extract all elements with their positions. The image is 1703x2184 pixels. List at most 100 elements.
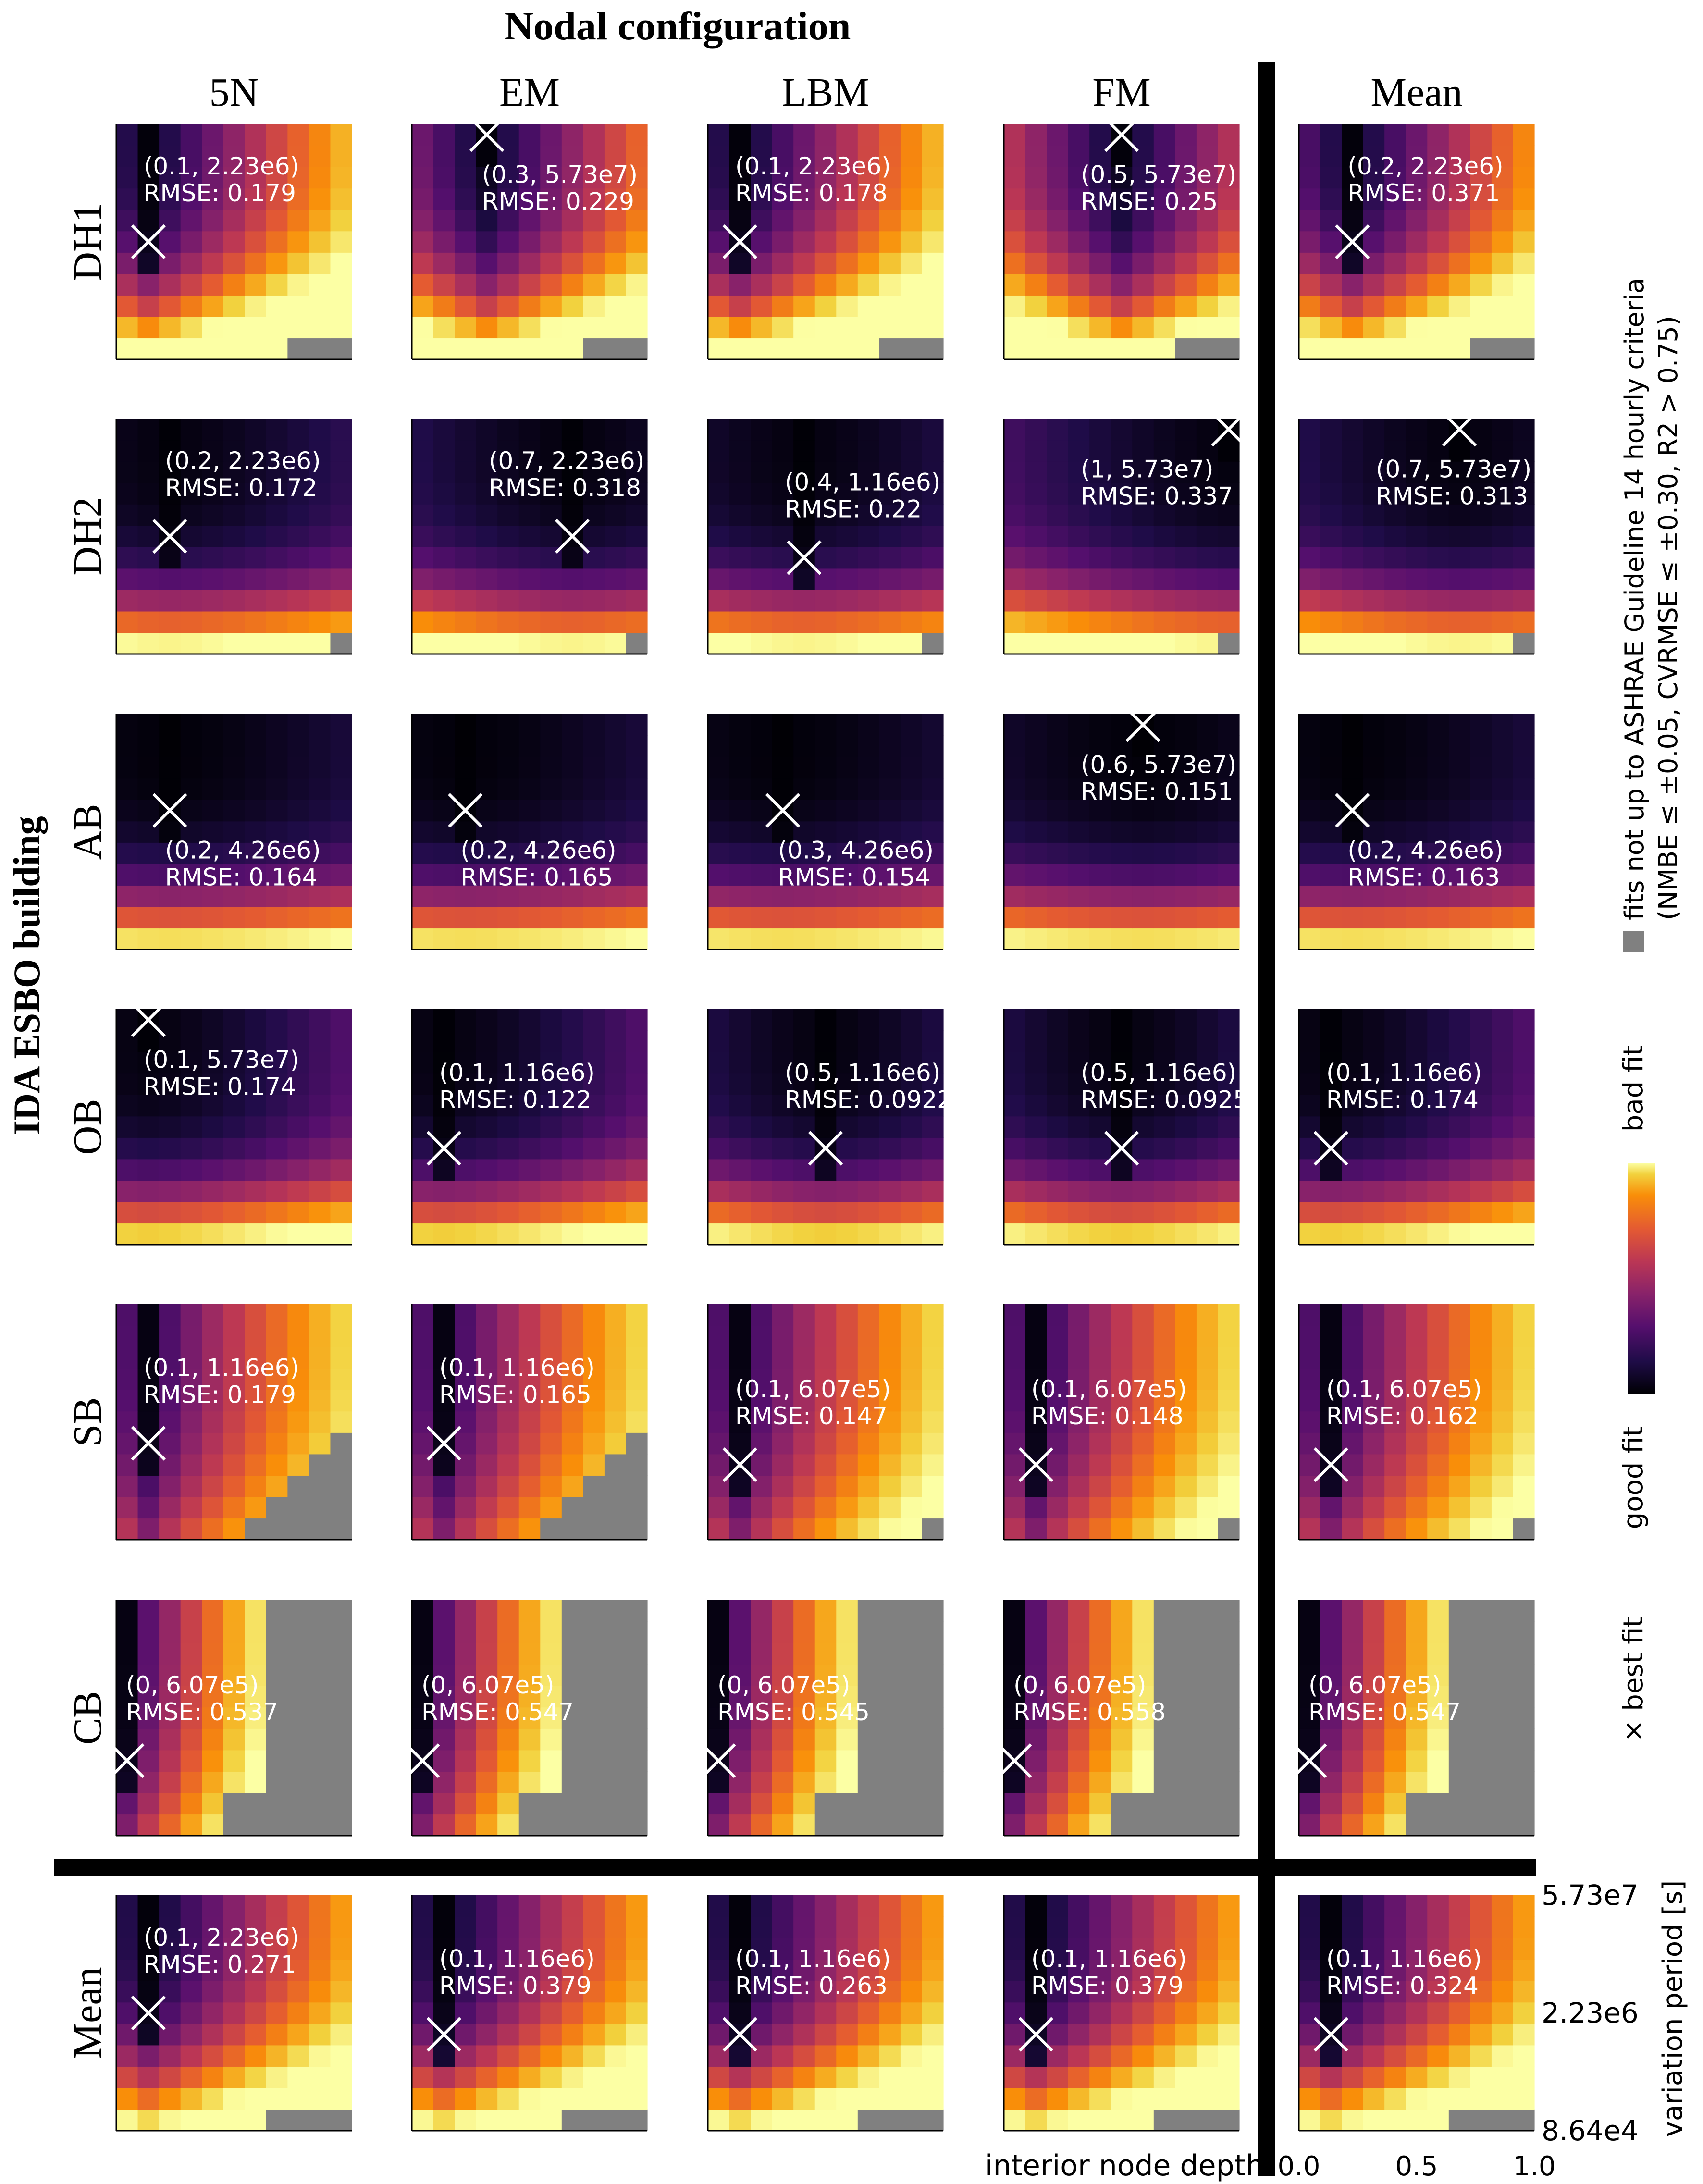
heatmap-cell (814, 2045, 837, 2067)
heatmap-cell (330, 1223, 352, 1245)
heatmap-cell (476, 1411, 498, 1433)
heatmap-cell (1153, 273, 1175, 296)
heatmap-cell (604, 1916, 627, 1938)
heatmap-cell (1448, 1073, 1470, 1095)
heatmap-cell (900, 714, 923, 736)
heatmap-cell (137, 316, 160, 339)
heatmap-cell (1491, 1454, 1514, 1476)
heatmap-cell (1384, 419, 1407, 441)
heatmap-cell (1513, 2045, 1535, 2067)
heatmap-cell (814, 2002, 837, 2024)
heatmap-cell (1299, 252, 1321, 274)
heatmap-cell (266, 1325, 288, 1347)
heatmap-cell (1299, 2087, 1321, 2110)
heatmap-cell (879, 1095, 901, 1117)
heatmap-cell (814, 2087, 837, 2110)
heatmap-cell (497, 252, 519, 274)
heatmap-cell (1068, 1938, 1090, 1960)
heatmap-cell (604, 778, 627, 800)
heatmap-cell (1470, 1916, 1492, 1938)
rmse-label: RMSE: 0.179 (144, 1381, 296, 1409)
heatmap-cell (1218, 1095, 1240, 1117)
heatmap-cell (180, 1116, 202, 1138)
heatmap-cell (900, 1180, 923, 1202)
heatmap-cell (455, 906, 477, 929)
heatmap-cell (1427, 1643, 1449, 1665)
heatmap-cell (1068, 210, 1090, 232)
heatmap-cell (1406, 1095, 1428, 1117)
rmse-label: RMSE: 0.147 (735, 1402, 888, 1430)
heatmap-cell (583, 864, 605, 886)
heatmap-cell (772, 504, 794, 526)
heatmap-cell (1513, 419, 1535, 441)
heatmap-cell (266, 2045, 288, 2067)
heatmap-cell (223, 1916, 245, 1938)
heatmap-cell (1384, 1728, 1407, 1751)
heatmap-cell (1470, 1159, 1492, 1181)
heatmap-cell (433, 440, 455, 462)
heatmap-cell (626, 440, 648, 462)
heatmap-cell (751, 906, 773, 929)
heatmap-cell (540, 525, 562, 547)
heatmap-cell (180, 1454, 202, 1476)
heatmap-cell (1153, 800, 1175, 822)
heatmap-cell (245, 2066, 267, 2088)
heatmap-cell (814, 188, 837, 210)
heatmap-cell (922, 2045, 944, 2067)
heatmap-cell (900, 1938, 923, 1960)
heatmap-cell (180, 1496, 202, 1519)
heatmap-cell (1363, 632, 1385, 654)
heatmap-cell (1448, 338, 1470, 360)
heatmap-cell (412, 1180, 434, 1202)
heatmap-cell (223, 2002, 245, 2024)
heatmap-cell (1342, 632, 1364, 654)
heatmap-cell (814, 1368, 837, 1390)
heatmap-cell (857, 632, 879, 654)
heatmap-cell (309, 1518, 331, 1540)
heatmap-cell (476, 568, 498, 590)
heatmap-cell (1132, 1707, 1154, 1729)
heatmap-cell (1153, 1325, 1175, 1347)
heatmap-cell (1047, 1750, 1069, 1772)
heatmap-cell (1025, 1347, 1047, 1369)
heatmap-cell (604, 231, 627, 253)
heatmap-cell (1342, 864, 1364, 886)
heatmap-cell (857, 2109, 879, 2131)
heatmap-cell (604, 1180, 627, 1202)
heatmap-cell (476, 1137, 498, 1160)
heatmap-cell (330, 1095, 352, 1117)
rmse-label: RMSE: 0.313 (1376, 482, 1528, 510)
heatmap-cell (1384, 1895, 1407, 1917)
heatmap-cell (202, 547, 224, 569)
heatmap-cell (751, 842, 773, 864)
heatmap-cell (1299, 231, 1321, 253)
heatmap-cell (1153, 1116, 1175, 1138)
heatmap-cell (116, 316, 138, 339)
heatmap-cell (223, 547, 245, 569)
heatmap-cell (1513, 1411, 1535, 1433)
heatmap-cell (1427, 821, 1449, 843)
heatmap-cell (1153, 188, 1175, 210)
heatmap-cell (330, 419, 352, 441)
heatmap-cell (180, 145, 202, 167)
heatmap-cell (202, 1095, 224, 1117)
heatmap-cell (1513, 461, 1535, 483)
heatmap-cell (604, 273, 627, 296)
heatmap-cell (455, 1959, 477, 1981)
heatmap-cell (180, 1643, 202, 1665)
heatmap-cell (1175, 735, 1197, 757)
heatmap-cell (1299, 1643, 1321, 1665)
heatmap-cell (137, 800, 160, 822)
heatmap-cell (497, 1686, 519, 1708)
heatmap-cell (412, 2087, 434, 2110)
heatmap-cell (202, 2024, 224, 2046)
heatmap-cell (1320, 1030, 1342, 1052)
heatmap-cell (879, 1347, 901, 1369)
heatmap-cell (412, 252, 434, 274)
heatmap-cell (1448, 906, 1470, 929)
heatmap-cell (455, 1750, 477, 1772)
heatmap-cell (793, 1792, 815, 1815)
heatmap-cell (476, 547, 498, 569)
heatmap-cell (1320, 1750, 1342, 1772)
heatmap-cell (1025, 800, 1047, 822)
